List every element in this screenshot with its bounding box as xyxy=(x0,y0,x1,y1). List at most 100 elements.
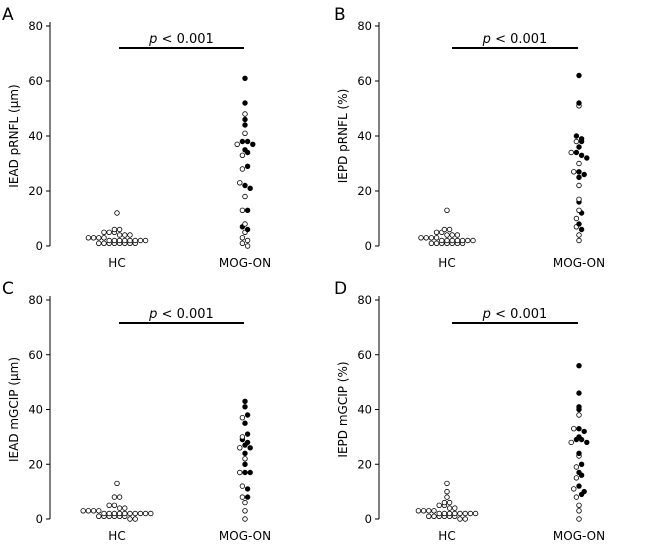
data-point xyxy=(85,235,92,241)
significance-label: p < 0.001 xyxy=(482,307,548,322)
data-point xyxy=(247,469,253,476)
data-point xyxy=(244,431,251,437)
data-point xyxy=(148,510,154,517)
data-point xyxy=(581,171,587,178)
data-point xyxy=(446,510,453,517)
data-point xyxy=(114,210,120,216)
y-tick-label: 80 xyxy=(28,19,43,33)
data-point xyxy=(242,221,248,227)
data-point xyxy=(467,510,474,517)
data-point xyxy=(576,469,582,476)
y-tick-label: 20 xyxy=(28,184,43,198)
data-point xyxy=(444,480,450,487)
data-point xyxy=(576,237,582,244)
data-point xyxy=(576,169,582,175)
data-point xyxy=(239,483,246,489)
data-point xyxy=(106,510,112,517)
data-point xyxy=(239,240,246,246)
data-point xyxy=(239,434,246,440)
data-point xyxy=(462,510,468,517)
data-point xyxy=(96,513,102,519)
x-category-label: HC xyxy=(108,256,125,270)
data-point xyxy=(142,510,149,517)
p-symbol: p xyxy=(148,307,157,322)
data-point xyxy=(449,232,455,238)
data-point xyxy=(576,207,582,213)
data-point xyxy=(576,516,582,522)
chart-panel-c: C 0 20 40 60 80 IEAD mGCIP (µm) HC MOG-ON p < 0.0… xyxy=(2,279,271,543)
data-point xyxy=(576,450,582,456)
data-point xyxy=(111,510,118,517)
data-point xyxy=(576,221,582,227)
data-point xyxy=(90,235,97,241)
data-point xyxy=(114,480,120,487)
y-tick-label: 40 xyxy=(357,403,372,417)
data-point xyxy=(244,494,251,500)
y-tick-label: 0 xyxy=(36,512,43,526)
y-tick-label: 80 xyxy=(357,293,372,307)
data-point xyxy=(244,237,251,244)
x-category-label: MOG-ON xyxy=(219,256,271,270)
data-point xyxy=(96,235,102,241)
data-point xyxy=(459,237,466,244)
data-point xyxy=(106,237,112,244)
y-tick-label: 40 xyxy=(28,403,43,417)
p-value: < 0.001 xyxy=(491,32,547,47)
data-point xyxy=(250,141,256,147)
data-point xyxy=(239,138,246,145)
data-point xyxy=(234,141,240,147)
data-point xyxy=(90,508,97,514)
data-point xyxy=(242,469,248,476)
data-point xyxy=(433,235,440,241)
data-point xyxy=(415,508,422,514)
data-point xyxy=(439,237,445,244)
data-point xyxy=(122,510,128,517)
data-point xyxy=(80,508,86,514)
data-point xyxy=(573,475,580,481)
data-point xyxy=(426,508,432,514)
data-point xyxy=(242,508,248,514)
p-symbol: p xyxy=(482,32,491,47)
data-point xyxy=(242,116,248,123)
data-point xyxy=(454,237,461,244)
data-point xyxy=(242,499,248,506)
data-point xyxy=(576,196,582,202)
data-point xyxy=(441,226,448,233)
data-point xyxy=(576,412,582,418)
data-point xyxy=(127,516,133,522)
data-point xyxy=(423,235,429,241)
data-point xyxy=(239,166,246,172)
data-point xyxy=(446,505,453,511)
data-point xyxy=(576,100,582,106)
data-point xyxy=(470,237,476,244)
data-point xyxy=(242,398,248,404)
data-point xyxy=(85,508,92,514)
x-category-label: MOG-ON xyxy=(553,256,605,270)
data-point xyxy=(122,505,128,511)
data-point xyxy=(452,510,458,517)
data-point xyxy=(111,237,118,244)
data-point xyxy=(116,505,123,511)
data-point xyxy=(127,232,133,238)
data-point xyxy=(576,404,582,410)
data-point xyxy=(576,434,582,440)
data-point xyxy=(239,494,246,500)
data-point xyxy=(127,510,133,517)
p-value: < 0.001 xyxy=(491,307,547,322)
data-point xyxy=(237,180,243,186)
data-point xyxy=(581,488,587,495)
y-tick-label: 0 xyxy=(36,239,43,253)
data-point xyxy=(116,226,123,233)
data-point xyxy=(573,464,580,470)
data-point xyxy=(132,510,138,517)
data-point xyxy=(452,505,458,511)
data-point xyxy=(242,111,248,117)
data-point xyxy=(420,508,427,514)
data-point xyxy=(433,229,440,235)
data-point xyxy=(101,229,107,235)
data-point xyxy=(444,232,450,238)
p-value: < 0.001 xyxy=(157,307,213,322)
data-point xyxy=(237,445,243,451)
y-axis-label: IEAD mGCIP (µm) xyxy=(7,357,21,462)
data-point xyxy=(444,207,450,213)
